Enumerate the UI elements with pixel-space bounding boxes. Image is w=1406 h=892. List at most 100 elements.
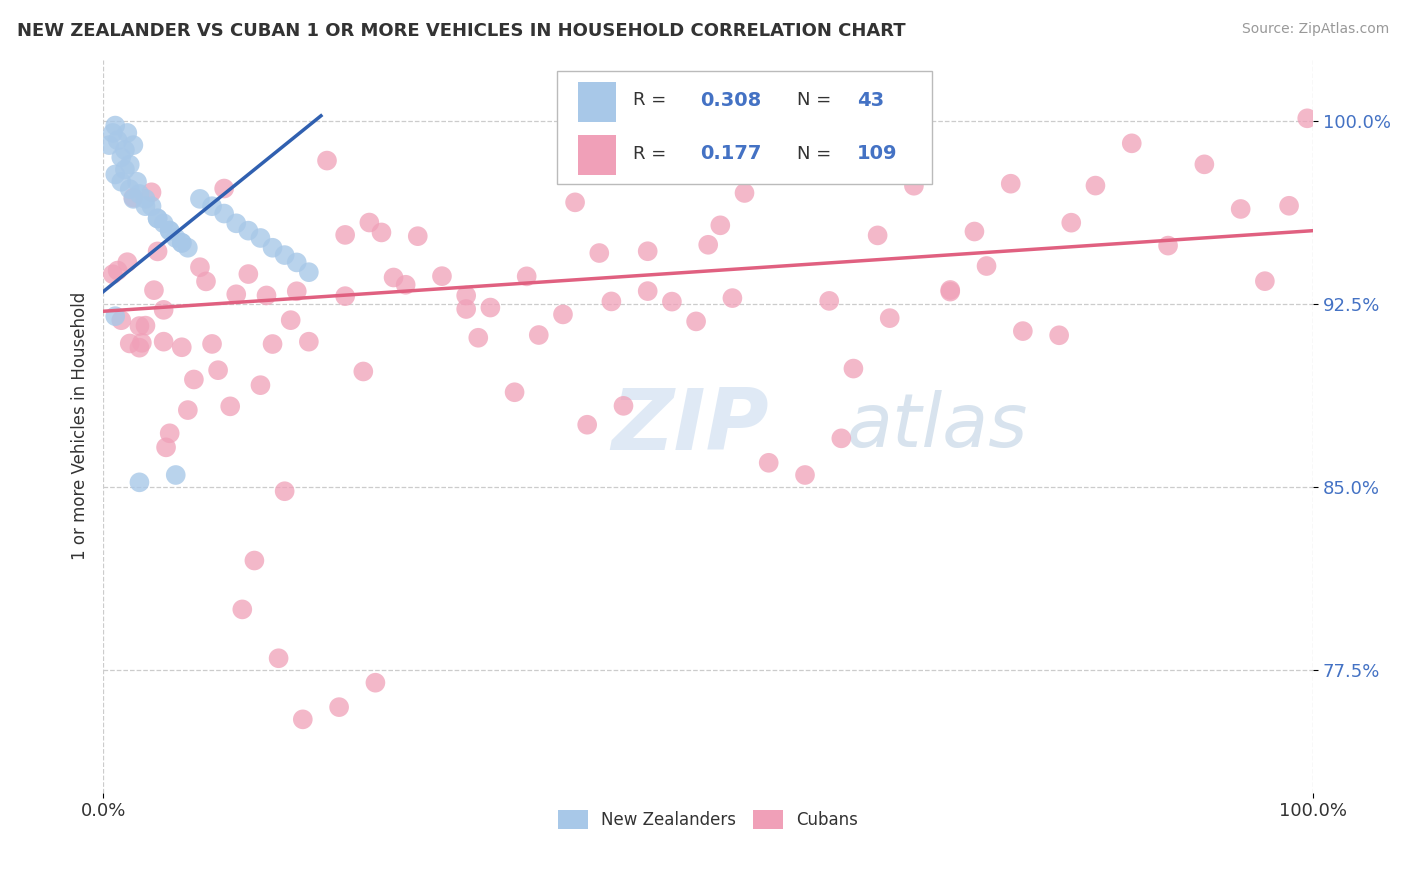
Point bbox=[231, 602, 253, 616]
Point bbox=[165, 468, 187, 483]
Point bbox=[128, 341, 150, 355]
Text: ZIP: ZIP bbox=[612, 384, 769, 467]
Point bbox=[117, 255, 139, 269]
Point bbox=[170, 340, 193, 354]
Point bbox=[249, 231, 271, 245]
Point bbox=[212, 206, 235, 220]
Point bbox=[298, 334, 321, 349]
Point bbox=[830, 431, 852, 445]
Point bbox=[1157, 238, 1180, 252]
Point bbox=[456, 288, 478, 302]
Point bbox=[114, 143, 136, 157]
Point bbox=[146, 211, 169, 226]
Point bbox=[456, 301, 478, 316]
Point bbox=[207, 363, 229, 377]
Text: 109: 109 bbox=[858, 144, 897, 163]
Point bbox=[1060, 216, 1083, 230]
Point bbox=[107, 133, 129, 147]
Point bbox=[298, 265, 321, 279]
Point bbox=[110, 313, 132, 327]
Point bbox=[818, 293, 841, 308]
Point bbox=[225, 287, 247, 301]
Point bbox=[758, 152, 780, 166]
Point bbox=[637, 284, 659, 298]
Point bbox=[110, 150, 132, 164]
Point bbox=[170, 235, 193, 250]
Point bbox=[1278, 199, 1301, 213]
Point bbox=[114, 162, 136, 177]
Point bbox=[225, 216, 247, 230]
Point bbox=[370, 226, 392, 240]
Point bbox=[134, 192, 156, 206]
Point bbox=[395, 277, 418, 292]
Point bbox=[576, 417, 599, 432]
Point bbox=[758, 456, 780, 470]
Point bbox=[146, 211, 169, 226]
Point bbox=[170, 235, 193, 250]
Point bbox=[879, 311, 901, 326]
Point bbox=[122, 191, 145, 205]
Point bbox=[117, 126, 139, 140]
Point bbox=[467, 331, 489, 345]
Point bbox=[564, 195, 586, 210]
Point bbox=[842, 361, 865, 376]
Point bbox=[195, 274, 218, 288]
Point bbox=[273, 484, 295, 499]
Text: NEW ZEALANDER VS CUBAN 1 OR MORE VEHICLES IN HOUSEHOLD CORRELATION CHART: NEW ZEALANDER VS CUBAN 1 OR MORE VEHICLE… bbox=[17, 22, 905, 40]
Point bbox=[249, 378, 271, 392]
Point bbox=[243, 553, 266, 567]
Point bbox=[976, 259, 998, 273]
Point bbox=[128, 186, 150, 201]
Point bbox=[866, 228, 889, 243]
Point bbox=[1011, 324, 1033, 338]
Point bbox=[141, 199, 163, 213]
Point bbox=[273, 248, 295, 262]
FancyBboxPatch shape bbox=[557, 70, 932, 185]
Point bbox=[939, 283, 962, 297]
Point bbox=[333, 227, 356, 242]
Point bbox=[104, 119, 127, 133]
Point bbox=[142, 283, 165, 297]
Point bbox=[661, 294, 683, 309]
Point bbox=[267, 651, 290, 665]
Point bbox=[122, 192, 145, 206]
Point bbox=[1254, 274, 1277, 288]
Point bbox=[262, 337, 284, 351]
Point bbox=[430, 269, 453, 284]
Point bbox=[612, 399, 634, 413]
Point bbox=[280, 313, 302, 327]
Point bbox=[122, 138, 145, 153]
Point bbox=[316, 153, 339, 168]
Point bbox=[794, 468, 817, 483]
Point bbox=[1194, 157, 1216, 171]
Point bbox=[516, 269, 538, 284]
Text: 43: 43 bbox=[858, 91, 884, 110]
Point bbox=[107, 263, 129, 277]
Point bbox=[1121, 136, 1143, 151]
Point bbox=[503, 385, 526, 400]
Point bbox=[1047, 328, 1070, 343]
Point bbox=[146, 244, 169, 259]
Point bbox=[159, 426, 181, 441]
Point bbox=[141, 186, 163, 200]
Point bbox=[201, 199, 224, 213]
Point bbox=[188, 192, 211, 206]
Point bbox=[152, 334, 174, 349]
Point bbox=[118, 182, 141, 196]
Text: N =: N = bbox=[797, 145, 831, 162]
Point bbox=[328, 700, 350, 714]
Point bbox=[152, 302, 174, 317]
Point bbox=[238, 267, 260, 281]
Point bbox=[110, 175, 132, 189]
Text: N =: N = bbox=[797, 91, 831, 110]
Point bbox=[183, 372, 205, 386]
Text: Source: ZipAtlas.com: Source: ZipAtlas.com bbox=[1241, 22, 1389, 37]
Point bbox=[155, 441, 177, 455]
Point bbox=[101, 126, 124, 140]
Point bbox=[134, 199, 156, 213]
Bar bbox=[578, 136, 616, 176]
Point bbox=[285, 285, 308, 299]
Point bbox=[359, 215, 381, 229]
Point bbox=[903, 178, 925, 193]
Point bbox=[285, 255, 308, 269]
